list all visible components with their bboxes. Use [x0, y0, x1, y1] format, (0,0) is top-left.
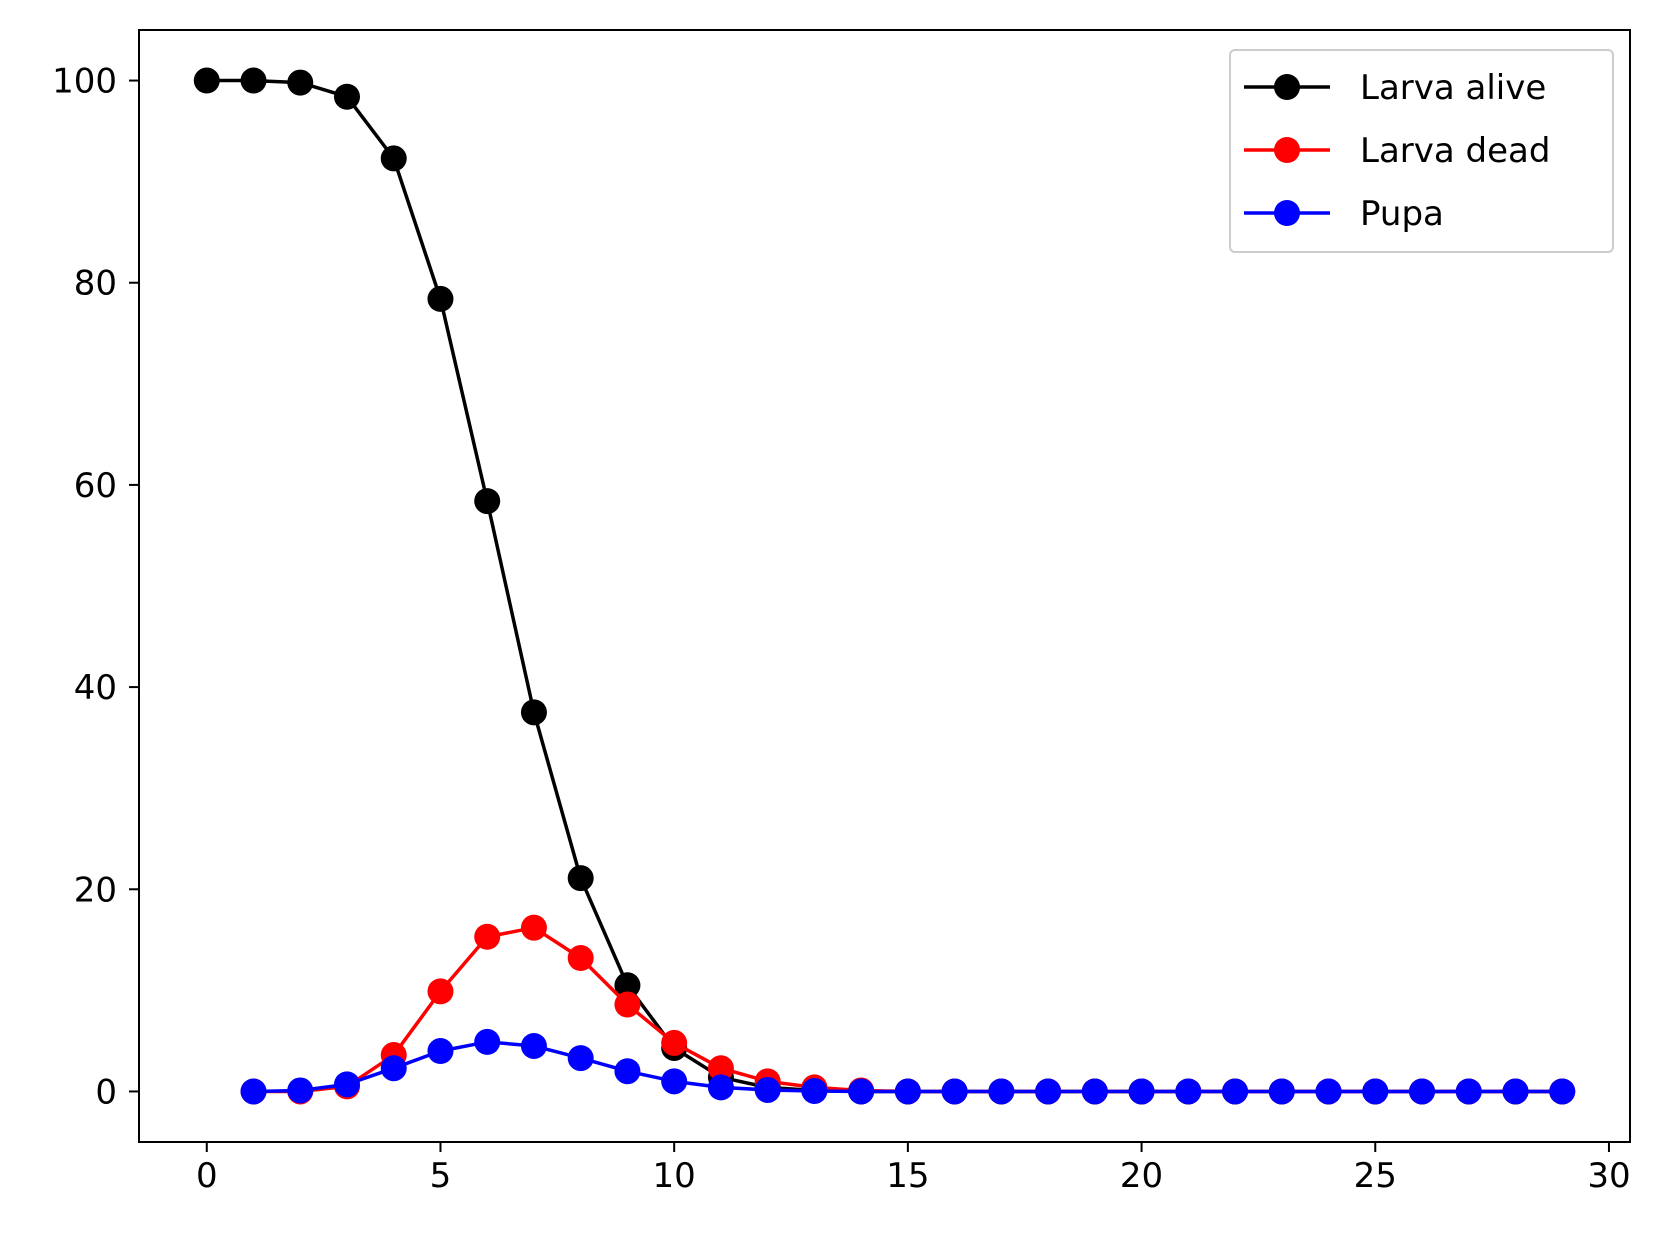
- legend-label-pupa: Pupa: [1360, 194, 1444, 234]
- ticks-layer: 0 5 10 15 20 25 30 0 20 40 60 80 100: [52, 62, 1631, 1196]
- data-point-pupa: [801, 1077, 828, 1104]
- data-point-larva-alive: [193, 67, 220, 94]
- y-tick-label: 0: [95, 1072, 117, 1112]
- data-point-pupa: [1128, 1078, 1155, 1105]
- data-point-pupa: [1081, 1078, 1108, 1105]
- data-point-pupa: [1315, 1078, 1342, 1105]
- data-point-larva-alive: [333, 83, 360, 110]
- data-point-larva-alive: [614, 972, 641, 999]
- data-point-larva-alive: [380, 145, 407, 172]
- legend-label-larva-alive: Larva alive: [1360, 68, 1546, 108]
- data-point-pupa: [1455, 1078, 1482, 1105]
- y-tick-label: 100: [52, 62, 117, 102]
- data-point-pupa: [427, 1038, 454, 1065]
- data-point-pupa: [848, 1078, 875, 1105]
- data-point-larva-dead: [661, 1029, 688, 1056]
- series-layer: [193, 67, 1576, 1105]
- x-tick-label: 10: [653, 1156, 696, 1196]
- data-point-pupa: [1502, 1078, 1529, 1105]
- data-point-pupa: [1222, 1078, 1249, 1105]
- data-point-pupa: [1175, 1078, 1202, 1105]
- y-tick-label: 60: [74, 466, 117, 506]
- data-point-larva-dead: [427, 978, 454, 1005]
- legend-marker-larva-dead: [1274, 137, 1300, 163]
- legend: Larva alive Larva dead Pupa: [1229, 49, 1614, 253]
- data-point-larva-alive: [567, 865, 594, 892]
- data-point-pupa: [1035, 1078, 1062, 1105]
- data-point-larva-dead: [567, 945, 594, 972]
- data-point-pupa: [474, 1028, 501, 1055]
- x-tick-label: 20: [1120, 1156, 1163, 1196]
- axes-frame: [138, 29, 1631, 1143]
- data-point-larva-alive: [240, 67, 267, 94]
- data-point-pupa: [1549, 1078, 1576, 1105]
- legend-marker-larva-alive: [1274, 74, 1300, 100]
- data-point-pupa: [614, 1058, 641, 1085]
- data-point-pupa: [240, 1078, 267, 1105]
- x-tick-label: 15: [886, 1156, 929, 1196]
- series-pupa: [240, 1028, 1576, 1105]
- data-point-larva-dead: [614, 991, 641, 1018]
- data-point-pupa: [754, 1076, 781, 1103]
- legend-marker-pupa: [1274, 200, 1300, 226]
- legend-label-larva-dead: Larva dead: [1360, 131, 1550, 171]
- y-tick-label: 20: [74, 870, 117, 910]
- data-point-pupa: [1409, 1078, 1436, 1105]
- data-point-larva-dead: [520, 914, 547, 941]
- y-tick-label: 80: [74, 264, 117, 304]
- data-point-pupa: [520, 1032, 547, 1059]
- data-point-pupa: [941, 1078, 968, 1105]
- x-tick-label: 5: [430, 1156, 452, 1196]
- x-tick-label: 30: [1587, 1156, 1630, 1196]
- x-tick-label: 0: [196, 1156, 218, 1196]
- data-point-pupa: [333, 1071, 360, 1098]
- data-point-larva-dead: [474, 923, 501, 950]
- data-point-larva-alive: [520, 699, 547, 726]
- data-point-larva-alive: [287, 69, 314, 96]
- x-tick-label: 25: [1354, 1156, 1397, 1196]
- data-point-pupa: [707, 1074, 734, 1101]
- data-point-larva-alive: [427, 285, 454, 312]
- data-point-larva-alive: [474, 488, 501, 515]
- data-point-larva-dead: [707, 1055, 734, 1082]
- legend-box: [1229, 49, 1614, 253]
- y-tick-label: 40: [74, 668, 117, 708]
- data-point-pupa: [661, 1068, 688, 1095]
- data-point-pupa: [380, 1055, 407, 1082]
- data-point-pupa: [287, 1077, 314, 1104]
- data-point-pupa: [894, 1078, 921, 1105]
- data-point-pupa: [1362, 1078, 1389, 1105]
- data-point-pupa: [988, 1078, 1015, 1105]
- data-point-pupa: [1268, 1078, 1295, 1105]
- data-point-pupa: [567, 1045, 594, 1072]
